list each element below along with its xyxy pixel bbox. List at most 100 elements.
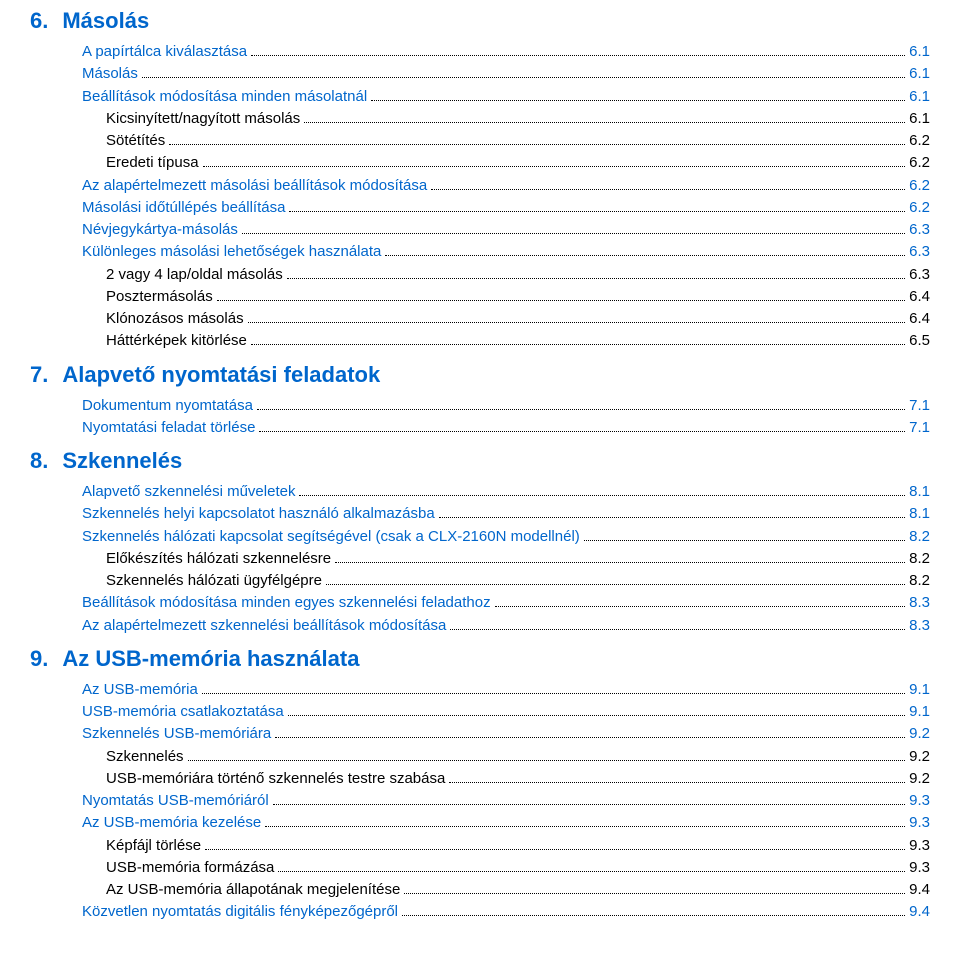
toc-entry-label: Sötétítés — [106, 131, 165, 151]
toc-entry-label: Közvetlen nyomtatás digitális fényképező… — [82, 902, 398, 922]
toc-entry-label: USB-memória csatlakoztatása — [82, 702, 284, 722]
toc-entry-label: Másolási időtúllépés beállítása — [82, 198, 285, 218]
toc-entry-page: 9.3 — [909, 813, 930, 833]
toc-entry-label: Alapvető szkennelési műveletek — [82, 482, 295, 502]
toc-leader-dots — [584, 532, 905, 541]
toc-leader-dots — [450, 621, 905, 630]
toc-section: 9.Az USB-memória használataAz USB-memóri… — [30, 646, 930, 923]
toc-leader-dots — [273, 796, 905, 805]
toc-entry-label: Képfájl törlése — [106, 836, 201, 856]
toc-entry[interactable]: Szkennelés USB-memóriára9.2 — [82, 724, 930, 744]
section-heading: 7.Alapvető nyomtatási feladatok — [30, 362, 930, 388]
toc-entry[interactable]: USB-memória csatlakoztatása 9.1 — [82, 702, 930, 722]
toc-entry-label: Az alapértelmezett szkennelési beállítás… — [82, 616, 446, 636]
toc-entry[interactable]: Az alapértelmezett másolási beállítások … — [82, 176, 930, 196]
toc-entry-label: Különleges másolási lehetőségek használa… — [82, 242, 381, 262]
toc-entry-label: Nyomtatás USB-memóriáról — [82, 791, 269, 811]
toc-leader-dots — [304, 114, 905, 123]
toc-entry[interactable]: Különleges másolási lehetőségek használa… — [82, 242, 930, 262]
toc-entry-label: Névjegykártya-másolás — [82, 220, 238, 240]
toc-entry-label: Háttérképek kitörlése — [106, 331, 247, 351]
toc-leader-dots — [275, 729, 905, 738]
section-number: 8. — [30, 448, 48, 474]
toc-entry-page: 8.2 — [909, 549, 930, 569]
toc-entry[interactable]: Kicsinyített/nagyított másolás6.1 — [106, 109, 930, 129]
toc-leader-dots — [287, 270, 905, 279]
toc-leader-dots — [289, 203, 905, 212]
toc-entry-page: 9.1 — [909, 702, 930, 722]
toc-leader-dots — [439, 509, 905, 518]
toc-entry[interactable]: 2 vagy 4 lap/oldal másolás 6.3 — [106, 265, 930, 285]
toc-entry[interactable]: Alapvető szkennelési műveletek 8.1 — [82, 482, 930, 502]
toc-entry-page: 9.3 — [909, 858, 930, 878]
toc-entry[interactable]: Képfájl törlése9.3 — [106, 836, 930, 856]
toc-leader-dots — [142, 69, 905, 78]
toc-entry[interactable]: Beállítások módosítása minden másolatnál… — [82, 87, 930, 107]
toc-section: 8.Szkennelés Alapvető szkennelési művelet… — [30, 448, 930, 636]
toc-entry-label: Szkennelés hálózati kapcsolat segítségév… — [82, 527, 580, 547]
toc-leader-dots — [257, 401, 905, 410]
toc-entry[interactable]: Beállítások módosítása minden egyes szke… — [82, 593, 930, 613]
toc-entry[interactable]: Eredeti típusa6.2 — [106, 153, 930, 173]
toc-leader-dots — [203, 158, 906, 167]
toc-entry[interactable]: Az USB-memória9.1 — [82, 680, 930, 700]
toc-leader-dots — [217, 292, 905, 301]
toc-entry[interactable]: USB-memória formázása 9.3 — [106, 858, 930, 878]
toc-entry[interactable]: Másolás6.1 — [82, 64, 930, 84]
toc-entry[interactable]: Posztermásolás6.4 — [106, 287, 930, 307]
toc-entry-page: 9.1 — [909, 680, 930, 700]
toc-entry[interactable]: Másolási időtúllépés beállítása6.2 — [82, 198, 930, 218]
toc-entry-page: 6.1 — [909, 109, 930, 129]
toc-leader-dots — [242, 225, 905, 234]
toc-entry-label: Másolás — [82, 64, 138, 84]
toc-entry-label: 2 vagy 4 lap/oldal másolás — [106, 265, 283, 285]
toc-entry-page: 9.2 — [909, 724, 930, 744]
toc-entry-label: Szkennelés helyi kapcsolatot használó al… — [82, 504, 435, 524]
toc-entry[interactable]: USB-memóriára történő szkennelés testre … — [106, 769, 930, 789]
toc-entry[interactable]: Szkennelés hálózati kapcsolat segítségév… — [82, 527, 930, 547]
toc-leader-dots — [385, 247, 905, 256]
toc-entry-page: 9.3 — [909, 791, 930, 811]
toc-entry-page: 6.2 — [909, 131, 930, 151]
toc-entry-page: 6.5 — [909, 331, 930, 351]
toc-entry[interactable]: Az USB-memória kezelése 9.3 — [82, 813, 930, 833]
toc-entry[interactable]: Az USB-memória állapotának megjelenítése… — [106, 880, 930, 900]
toc-entry[interactable]: Nyomtatás USB-memóriáról 9.3 — [82, 791, 930, 811]
toc-entry[interactable]: Névjegykártya-másolás6.3 — [82, 220, 930, 240]
toc-entry[interactable]: Sötétítés 6.2 — [106, 131, 930, 151]
section-title: Másolás — [62, 8, 149, 34]
toc-entry[interactable]: Klónozásos másolás6.4 — [106, 309, 930, 329]
toc-entry-page: 8.1 — [909, 504, 930, 524]
toc-leader-dots — [251, 336, 905, 345]
toc-entry[interactable]: Közvetlen nyomtatás digitális fényképező… — [82, 902, 930, 922]
toc-entry-page: 9.4 — [909, 880, 930, 900]
toc-entry-page: 7.1 — [909, 418, 930, 438]
toc-entry-label: Az alapértelmezett másolási beállítások … — [82, 176, 427, 196]
toc-entry[interactable]: Szkennelés9.2 — [106, 747, 930, 767]
toc-entry[interactable]: Háttérképek kitörlése 6.5 — [106, 331, 930, 351]
toc-entry[interactable]: A papírtálca kiválasztása6.1 — [82, 42, 930, 62]
section-number: 6. — [30, 8, 48, 34]
toc-entry-page: 8.1 — [909, 482, 930, 502]
toc-entry[interactable]: Szkennelés hálózati ügyfélgépre8.2 — [106, 571, 930, 591]
toc-entry-page: 8.3 — [909, 593, 930, 613]
toc-entry-page: 6.3 — [909, 265, 930, 285]
toc-leader-dots — [299, 487, 905, 496]
section-heading: 8.Szkennelés — [30, 448, 930, 474]
toc-entry[interactable]: Dokumentum nyomtatása7.1 — [82, 396, 930, 416]
toc-leader-dots — [449, 774, 905, 783]
toc-entry-label: Az USB-memória kezelése — [82, 813, 261, 833]
toc-leader-dots — [431, 181, 905, 190]
toc-entry[interactable]: Előkészítés hálózati szkennelésre8.2 — [106, 549, 930, 569]
toc-entry[interactable]: Az alapértelmezett szkennelési beállítás… — [82, 616, 930, 636]
toc-section: 7.Alapvető nyomtatási feladatok Dokumentu… — [30, 362, 930, 439]
toc-entry-label: USB-memória formázása — [106, 858, 274, 878]
toc-leader-dots — [288, 707, 905, 716]
toc-entry-page: 9.2 — [909, 747, 930, 767]
toc-leader-dots — [169, 136, 905, 145]
toc-entry[interactable]: Szkennelés helyi kapcsolatot használó al… — [82, 504, 930, 524]
toc-leader-dots — [248, 314, 906, 323]
toc-entry-label: Az USB-memória állapotának megjelenítése — [106, 880, 400, 900]
toc-leader-dots — [495, 598, 906, 607]
toc-entry[interactable]: Nyomtatási feladat törlése7.1 — [82, 418, 930, 438]
